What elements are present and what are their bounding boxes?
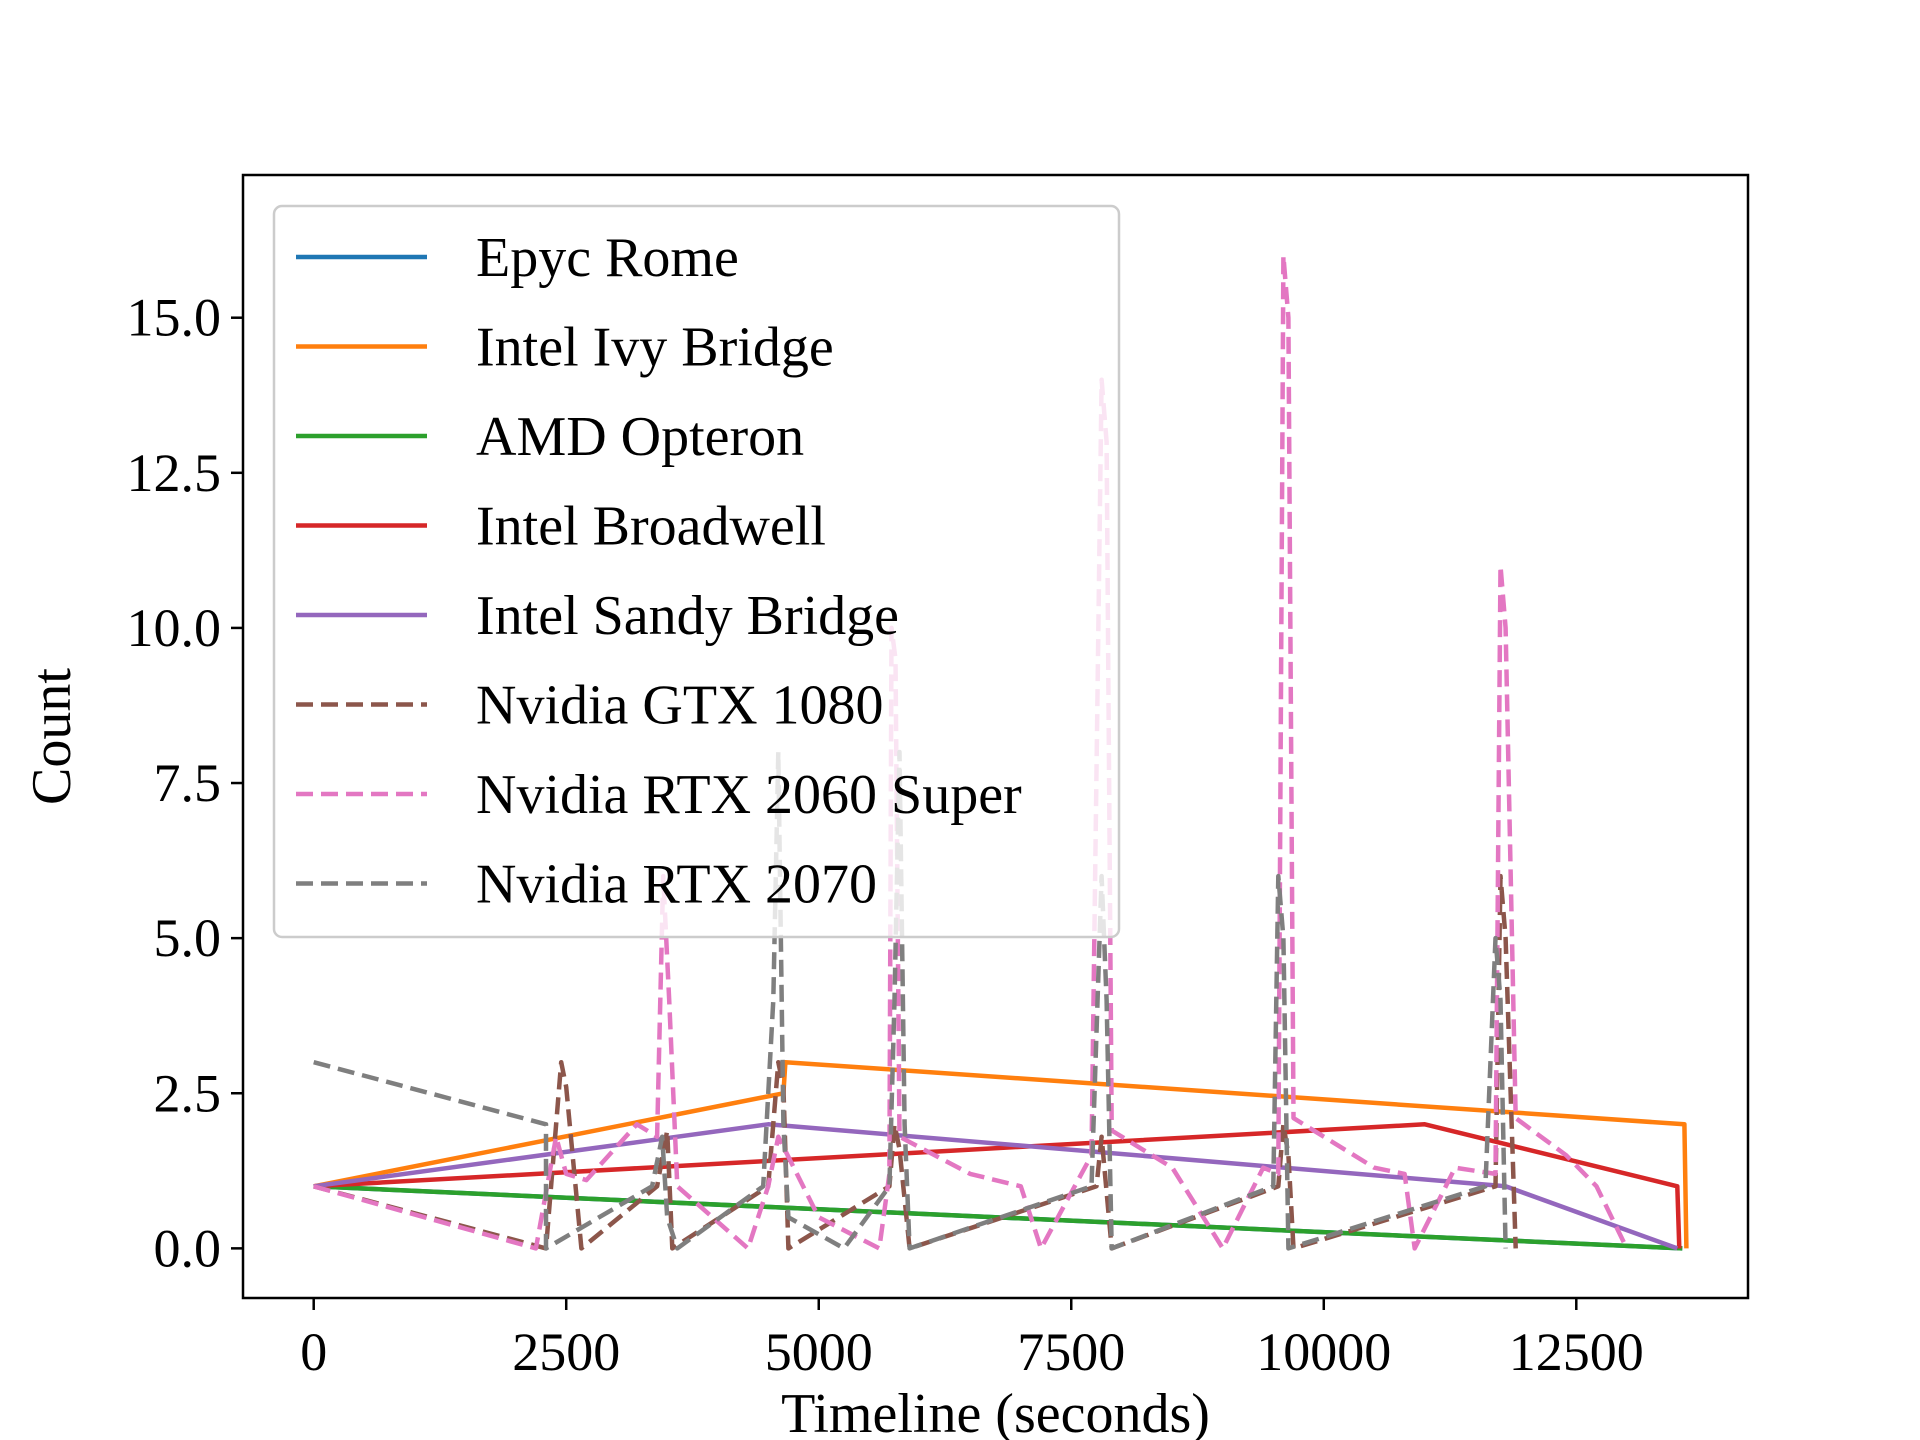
x-tick-label: 12500	[1509, 1322, 1644, 1382]
y-tick-label: 7.5	[154, 753, 222, 813]
plot-area-frame	[241, 173, 1750, 1300]
legend-label-intel-ivy-bridge: Intel Ivy Bridge	[476, 317, 834, 379]
y-tick-label: 15.0	[127, 288, 222, 348]
x-tick-label: 0	[300, 1322, 327, 1382]
legend-label-amd-opteron: AMD Opteron	[476, 406, 804, 468]
y-axis-label: Count	[21, 668, 83, 805]
x-tick-label: 7500	[1017, 1322, 1125, 1382]
legend-label-intel-broadwell: Intel Broadwell	[476, 496, 826, 558]
x-axis-label: Timeline (seconds)	[781, 1383, 1210, 1440]
series-line-nvidia-gtx-1080	[313, 873, 1518, 1251]
y-tick-label: 0.0	[154, 1218, 222, 1278]
legend-label-nvidia-rtx-2060-super: Nvidia RTX 2060 Super	[476, 764, 1022, 826]
y-tick-label: 5.0	[154, 908, 222, 968]
legend-box	[272, 204, 1121, 939]
y-axis-ticks: 0.0 2.5 5.0 7.5 10.0 12.5 15.0	[127, 288, 243, 1278]
legend-label-intel-sandy-bridge: Intel Sandy Bridge	[476, 585, 899, 647]
series-line-intel-sandy-bridge	[313, 1122, 1679, 1251]
x-tick-label: 10000	[1256, 1322, 1391, 1382]
y-tick-label: 10.0	[127, 598, 222, 658]
series-line-intel-ivy-bridge	[313, 1059, 1689, 1249]
legend-label-nvidia-rtx-2070: Nvidia RTX 2070	[476, 854, 877, 916]
x-tick-label: 5000	[765, 1322, 873, 1382]
series-line-intel-broadwell	[313, 1122, 1682, 1249]
legend-label-epyc-rome: Epyc Rome	[476, 227, 739, 289]
x-tick-label: 2500	[512, 1322, 620, 1382]
legend-label-nvidia-gtx-1080: Nvidia GTX 1080	[476, 675, 884, 737]
legend: Epyc Rome Intel Ivy Bridge AMD Opteron Inte…	[272, 204, 1121, 939]
y-tick-label: 12.5	[127, 443, 222, 503]
y-tick-label: 2.5	[154, 1063, 222, 1123]
x-axis-ticks: 0 2500 5000 7500 10000 12500	[300, 1298, 1644, 1382]
